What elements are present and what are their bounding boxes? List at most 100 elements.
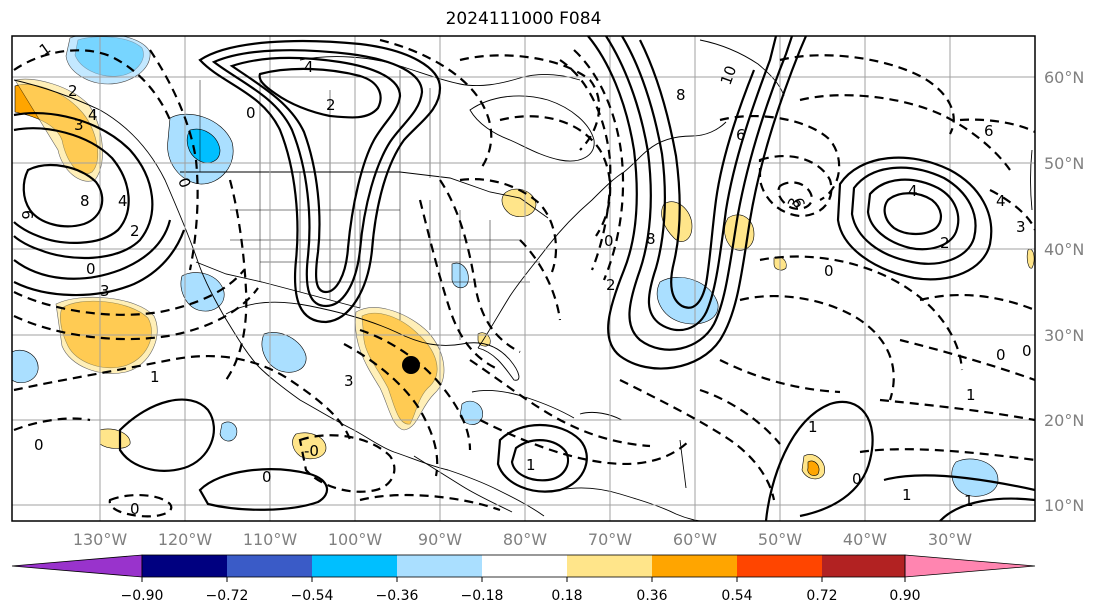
contour-label: 8 bbox=[646, 230, 656, 248]
contour-solid bbox=[764, 400, 874, 521]
lon-label-100w: 100°W bbox=[328, 530, 383, 549]
anomaly-patch-yellow bbox=[661, 201, 693, 242]
contour-label: 0 bbox=[1022, 342, 1032, 360]
contour-dashed bbox=[459, 178, 558, 273]
border-us-mexico bbox=[195, 261, 361, 309]
anomaly-patch-yellow bbox=[99, 428, 131, 449]
colorbar-tick-labels: −0.90 −0.72 −0.54 −0.36 −0.18 0.18 0.36 … bbox=[121, 588, 921, 604]
anomaly-patch-yellow bbox=[355, 307, 445, 431]
contour-solid bbox=[587, 36, 808, 370]
lat-label-10n: 10°N bbox=[1044, 496, 1084, 515]
lat-label-40n: 40°N bbox=[1044, 240, 1084, 259]
contour-dashed bbox=[13, 287, 259, 341]
anomaly-patch-lightblue bbox=[219, 421, 238, 442]
colorbar-tick-label: −0.18 bbox=[461, 588, 504, 604]
contour-dashed bbox=[359, 493, 501, 512]
contour-dashed bbox=[298, 434, 396, 493]
lon-label-80w: 80°W bbox=[503, 530, 547, 549]
map-panel: 1 2 3 4 0 6 8 4 2 0 3 1 0 -0 0 1 0 10 8 … bbox=[11, 35, 1036, 522]
contour-label: 0 bbox=[824, 262, 834, 280]
contour-dashed bbox=[519, 239, 562, 321]
colorbar-tick-label: −0.72 bbox=[206, 588, 249, 604]
contour-dashed bbox=[149, 49, 199, 271]
contour-solid bbox=[496, 423, 588, 493]
contour-solid bbox=[198, 39, 442, 324]
contour-label: 1 bbox=[526, 456, 536, 474]
contour-label: 0 bbox=[86, 260, 96, 278]
positive-contours bbox=[13, 36, 1035, 521]
contour-solid bbox=[621, 36, 778, 332]
contour-dashed bbox=[989, 189, 1035, 231]
contour-solid bbox=[13, 229, 186, 297]
contour-labels: 1 2 3 4 0 6 8 4 2 0 3 1 0 -0 0 1 0 10 8 … bbox=[18, 39, 1032, 518]
contour-solid bbox=[22, 164, 104, 228]
contour-dashed bbox=[573, 49, 625, 281]
colorbar-tick-label: 0.72 bbox=[806, 588, 837, 604]
contour-dashed bbox=[719, 114, 841, 201]
contour-solid bbox=[883, 192, 942, 236]
contour-dashed bbox=[343, 343, 439, 477]
contour-solid bbox=[211, 49, 424, 308]
colorbar-under-arrow bbox=[11, 554, 143, 578]
contour-dashed bbox=[13, 417, 91, 432]
contour-dashed bbox=[108, 493, 173, 518]
contour-label: 8 bbox=[676, 86, 686, 104]
contour-dashed bbox=[439, 179, 521, 353]
contour-label: 4 bbox=[304, 58, 314, 76]
contour-label: 1 bbox=[150, 368, 160, 386]
contour-label: 0 bbox=[852, 470, 862, 488]
coastline-arctic bbox=[299, 56, 581, 87]
lon-label-110w: 110°W bbox=[243, 530, 298, 549]
lat-label-20n: 20°N bbox=[1044, 411, 1084, 430]
colorbar: −0.90 −0.72 −0.54 −0.36 −0.18 0.18 0.36 … bbox=[11, 554, 1036, 604]
contour-label: 10 bbox=[717, 63, 740, 87]
contour-label: 3 bbox=[100, 282, 110, 300]
contour-label: 2 bbox=[606, 276, 616, 294]
contour-dashed bbox=[359, 328, 472, 451]
negative-contours bbox=[13, 38, 1035, 518]
contour-label: 4 bbox=[908, 182, 918, 200]
colorbar-bin bbox=[652, 555, 737, 577]
lon-label-30w: 30°W bbox=[928, 530, 972, 549]
coastline-east bbox=[477, 121, 727, 349]
map-background bbox=[12, 36, 1035, 521]
contour-label: 0 bbox=[262, 468, 272, 486]
colorbar-tick-label: 0.54 bbox=[721, 588, 752, 604]
contour-solid bbox=[13, 111, 154, 260]
colorbar-bin bbox=[312, 555, 397, 577]
contour-label: 4 bbox=[996, 192, 1006, 210]
lat-label-50n: 50°N bbox=[1044, 154, 1084, 173]
coastline-greenland bbox=[699, 39, 785, 97]
border-us-canada bbox=[180, 171, 549, 219]
contour-solid bbox=[13, 219, 172, 280]
contour-solid bbox=[866, 178, 960, 251]
lon-label-70w: 70°W bbox=[588, 530, 632, 549]
contour-label: 8 bbox=[80, 192, 90, 210]
colorbar-bin bbox=[822, 555, 905, 577]
contour-label: 2 bbox=[940, 234, 950, 252]
contour-solid bbox=[258, 67, 382, 119]
contour-label: 3 bbox=[344, 372, 354, 390]
colorbar-over-arrow bbox=[904, 554, 1036, 578]
contour-label: 4 bbox=[88, 106, 98, 124]
colorbar-tick-label: 0.18 bbox=[551, 588, 582, 604]
coastline-africa bbox=[1030, 149, 1033, 211]
contour-label: 0 bbox=[604, 232, 614, 250]
colorbar-bin bbox=[142, 555, 227, 577]
contour-label: 0 bbox=[34, 436, 44, 454]
contour-label: 0 bbox=[246, 104, 256, 122]
lon-label-40w: 40°W bbox=[843, 530, 887, 549]
contour-label: 6 bbox=[984, 122, 994, 140]
anomaly-patch-orange bbox=[807, 460, 820, 476]
contour-dashed bbox=[959, 118, 1035, 133]
contour-dashed bbox=[777, 181, 814, 210]
contour-dashed bbox=[13, 354, 352, 441]
contour-dashed bbox=[919, 293, 1035, 312]
contour-solid bbox=[850, 166, 977, 265]
contour-dashed bbox=[899, 338, 1035, 382]
contour-solid bbox=[198, 468, 328, 511]
colorbar-tick-label: −0.90 bbox=[121, 588, 164, 604]
anomaly-patch-lightblue bbox=[180, 272, 225, 312]
colorbar-bin bbox=[567, 555, 652, 577]
